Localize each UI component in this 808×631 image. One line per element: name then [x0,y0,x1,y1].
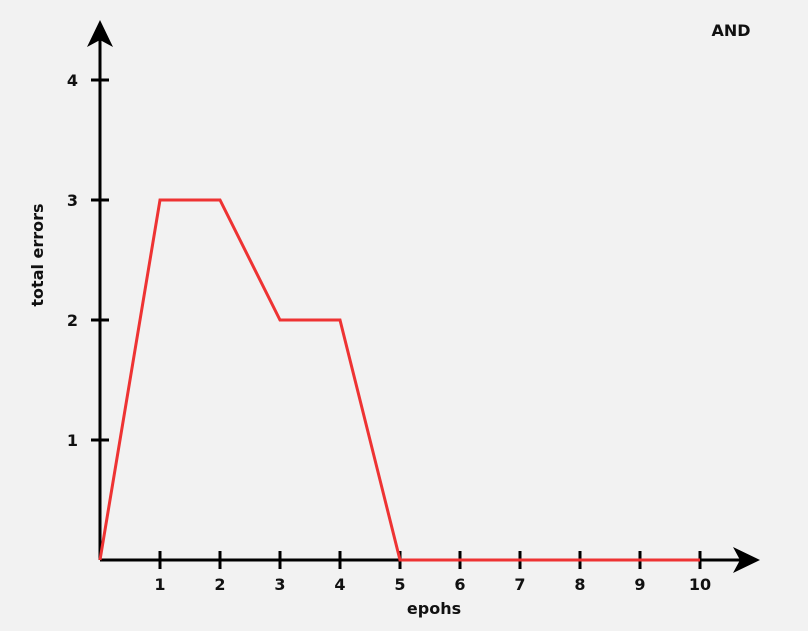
series-layer [98,198,700,562]
x-ticks: 1 2 3 4 5 6 7 8 9 10 [154,551,711,594]
x-tick-label: 3 [274,575,285,594]
y-axis-arrowhead [87,20,113,47]
x-tick-label: 5 [394,575,405,594]
y-tick-label: 4 [67,71,78,90]
chart-title: AND [711,21,750,40]
y-ticks: 1 2 3 4 [67,71,109,450]
x-tick-label: 9 [634,575,645,594]
x-tick-label: 2 [214,575,225,594]
x-tick-label: 6 [454,575,465,594]
series-line [98,198,700,562]
x-axis-arrowhead [733,547,760,573]
y-tick-label: 2 [67,311,78,330]
x-tick-label: 1 [154,575,165,594]
x-tick-label: 4 [334,575,345,594]
x-tick-label: 10 [689,575,711,594]
x-axis-title: epohs [407,599,461,618]
x-tick-label: 8 [574,575,585,594]
axes [87,20,760,573]
x-tick-label: 7 [514,575,525,594]
y-tick-label: 3 [67,191,78,210]
y-axis-title: total errors [28,203,47,306]
y-tick-label: 1 [67,431,78,450]
